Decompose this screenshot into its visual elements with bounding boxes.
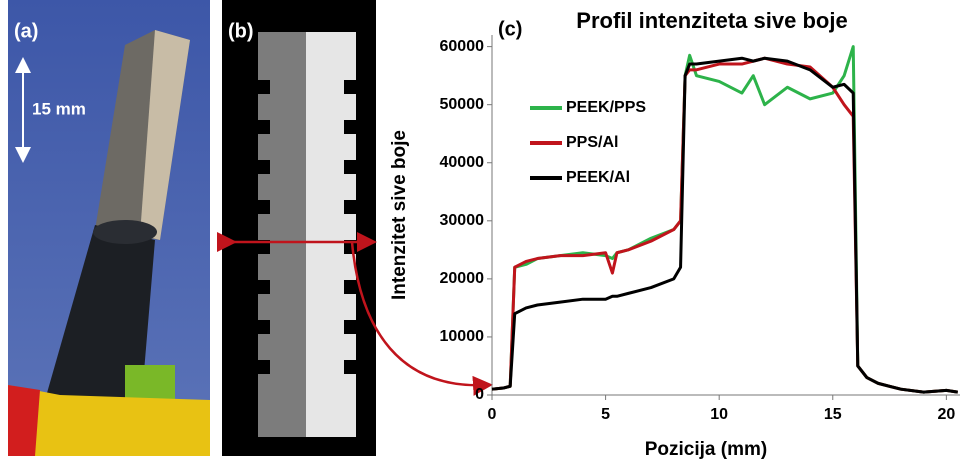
y-tick-label: 60000	[440, 38, 485, 55]
y-axis-label: Intenzitet sive boje	[389, 130, 410, 300]
chart-title: Profil intenziteta sive boje	[576, 8, 847, 33]
scale-label: 15 mm	[32, 99, 86, 118]
y-tick-label: 30000	[440, 212, 485, 229]
y-tick-label: 50000	[440, 96, 485, 113]
y-tick-label: 20000	[440, 270, 485, 287]
series-line	[491, 45, 958, 394]
x-tick-label: 20	[937, 406, 955, 423]
y-tick-label: 40000	[440, 154, 485, 171]
chart: (c) Profil intenziteta sive boje Pozicij…	[389, 8, 960, 460]
series-line	[491, 56, 958, 394]
panel-label: (b)	[228, 20, 254, 42]
x-tick-label: 0	[488, 406, 497, 423]
legend-label: PEEK/PPS	[566, 99, 646, 116]
x-tick-label: 10	[710, 406, 728, 423]
x-tick-label: 5	[601, 406, 610, 423]
panel-label: (a)	[14, 20, 38, 42]
x-axis-label: Pozicija (mm)	[645, 439, 767, 460]
y-tick-label: 10000	[440, 328, 485, 345]
panel-label: (c)	[498, 18, 522, 40]
y-tick-label: 0	[475, 386, 484, 403]
legend-label: PEEK/Al	[566, 169, 630, 186]
panel-b: (b)	[217, 0, 493, 456]
panel-a: (a) 15 mm	[8, 0, 210, 456]
legend-label: PPS/Al	[566, 134, 618, 151]
x-tick-label: 15	[824, 406, 842, 423]
